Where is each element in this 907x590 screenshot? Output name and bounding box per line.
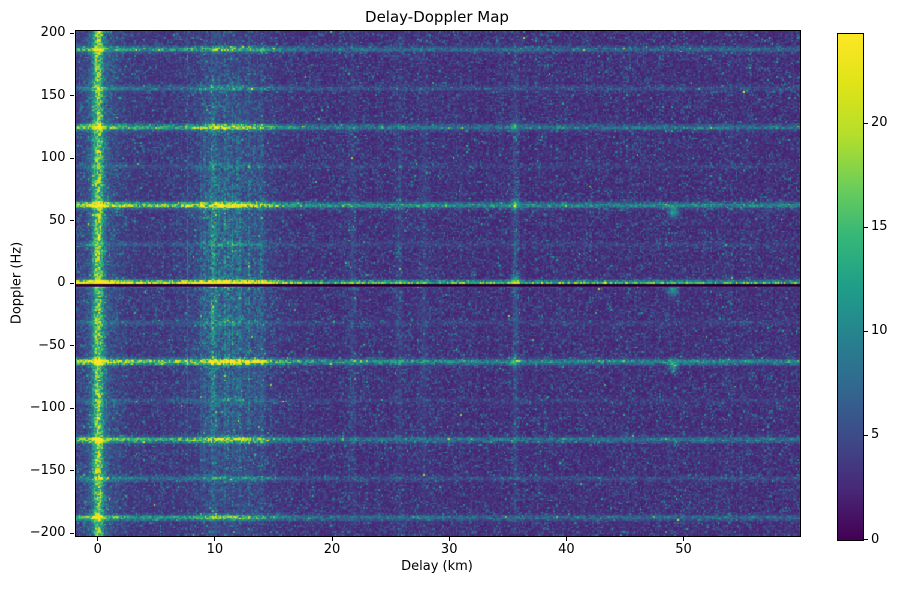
- y-tick-mark: [69, 532, 74, 534]
- x-axis-label: Delay (km): [401, 559, 473, 574]
- colorbar-tick-mark: [864, 122, 868, 124]
- plot-area: [74, 29, 801, 537]
- colorbar: [837, 33, 864, 541]
- colorbar-tick-mark: [864, 226, 868, 228]
- x-tick-label: 30: [440, 542, 458, 557]
- y-axis-label: Doppler (Hz): [9, 241, 25, 325]
- y-tick-mark: [69, 95, 74, 96]
- x-tick-mark: [97, 536, 99, 541]
- y-tick-mark: [69, 282, 74, 284]
- colorbar-tick-label: 0: [871, 531, 880, 547]
- x-tick-mark: [565, 536, 567, 541]
- colorbar-tick-mark: [864, 539, 868, 540]
- y-tick-mark: [69, 345, 74, 346]
- x-tick-label: 0: [93, 542, 102, 557]
- y-tick-label: 150: [40, 87, 66, 103]
- colorbar-canvas: [838, 34, 863, 540]
- x-tick-mark: [214, 536, 216, 541]
- y-tick-mark: [69, 407, 74, 409]
- y-tick-label: −50: [38, 337, 66, 353]
- x-tick-label: 50: [675, 542, 692, 557]
- y-tick-mark: [69, 32, 74, 34]
- y-tick-label: 200: [40, 25, 66, 40]
- x-tick-label: 10: [206, 542, 224, 557]
- colorbar-tick-label: 20: [871, 115, 888, 131]
- y-tick-mark: [69, 220, 74, 221]
- x-tick-mark: [683, 536, 685, 541]
- colorbar-tick-mark: [864, 434, 868, 436]
- heatmap-canvas: [75, 30, 800, 536]
- y-tick-mark: [69, 470, 74, 471]
- y-tick-label: 50: [48, 212, 66, 228]
- y-tick-label: −200: [29, 525, 66, 540]
- colorbar-tick-label: 5: [871, 427, 880, 443]
- y-tick-label: −100: [29, 400, 66, 415]
- x-tick-mark: [448, 536, 450, 541]
- chart-title: Delay-Doppler Map: [365, 8, 509, 26]
- colorbar-tick-label: 15: [871, 219, 888, 235]
- colorbar-tick-label: 10: [871, 323, 888, 339]
- x-tick-label: 40: [558, 542, 575, 557]
- x-tick-label: 20: [323, 542, 341, 557]
- x-tick-mark: [331, 536, 333, 541]
- y-tick-mark: [69, 157, 74, 159]
- colorbar-tick-mark: [864, 330, 868, 332]
- y-tick-label: 0: [57, 275, 66, 290]
- y-tick-label: 100: [40, 150, 66, 165]
- y-tick-label: −150: [29, 462, 66, 478]
